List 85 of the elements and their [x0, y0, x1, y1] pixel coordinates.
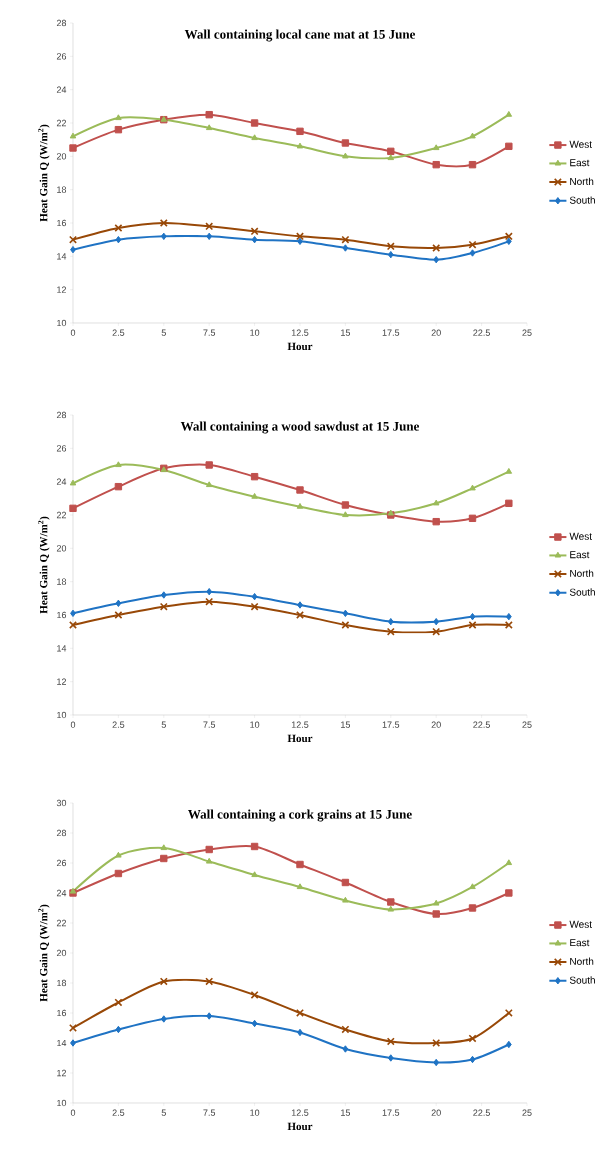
legend-label: North: [570, 177, 594, 185]
x-tick-label: 7.5: [203, 329, 216, 336]
y-tick-label: 22: [56, 511, 67, 519]
legend-label: South: [569, 196, 595, 204]
y-tick-label: 22: [56, 919, 67, 927]
x-tick-label: 22.5: [473, 721, 490, 728]
x-tick-label: 7.5: [203, 721, 216, 728]
legend-label: West: [569, 532, 592, 540]
y-tick-label: 18: [57, 578, 67, 585]
y-axis-title: Heat Gain Q (W/m$^{2}$): [38, 124, 50, 222]
legend-label: East: [570, 159, 590, 167]
y-tick-label: 18: [57, 186, 67, 193]
x-tick-label: 20: [431, 721, 441, 728]
y-tick-label: 24: [56, 889, 67, 897]
x-tick-label: 17.5: [382, 1109, 400, 1116]
y-tick-label: 24: [56, 86, 67, 93]
y-tick-label: 12: [57, 1069, 67, 1077]
y-axis-title: Heat Gain Q (W/m$^{2}$): [38, 516, 50, 614]
x-tick-label: 20: [431, 329, 441, 336]
x-tick-label: 5: [161, 1109, 166, 1116]
legend-label: West: [569, 140, 592, 148]
x-tick-label: 10: [250, 721, 260, 728]
y-tick-label: 26: [56, 859, 67, 867]
y-tick-label: 20: [56, 545, 67, 552]
legend-label: East: [570, 939, 590, 947]
y-tick-label: 22: [56, 119, 67, 127]
chart-title: Wall containing a wood sawdust at 15 June: [180, 421, 419, 434]
x-tick-label: 0: [70, 1109, 76, 1116]
y-tick-label: 18: [57, 979, 67, 987]
legend-label: South: [569, 976, 595, 984]
y-tick-label: 16: [57, 219, 67, 227]
y-axis-title: Heat Gain Q (W/m$^{2}$): [38, 904, 50, 1002]
y-tick-label: 24: [56, 478, 67, 485]
x-tick-label: 12.5: [291, 1109, 309, 1116]
legend-label: West: [569, 920, 592, 928]
x-tick-label: 10: [250, 1109, 260, 1116]
y-tick-label: 30: [56, 799, 67, 807]
x-tick-label: 25: [522, 1109, 532, 1116]
x-tick-label: 22.5: [473, 1109, 490, 1116]
x-tick-label: 15: [341, 329, 351, 336]
y-tick-label: 10: [57, 711, 67, 719]
x-tick-label: 2.5: [112, 329, 125, 336]
x-tick-label: 0: [70, 329, 76, 336]
y-tick-label: 28: [56, 829, 67, 837]
x-tick-label: 2.5: [112, 721, 125, 728]
y-tick-label: 14: [57, 253, 67, 260]
y-tick-label: 20: [56, 153, 67, 160]
x-tick-label: 25: [522, 329, 532, 336]
y-tick-label: 26: [56, 445, 67, 452]
x-axis-title: Hour: [287, 734, 313, 743]
y-tick-label: 26: [56, 53, 67, 60]
x-tick-label: 25: [522, 721, 532, 728]
y-tick-label: 14: [57, 645, 67, 652]
x-tick-label: 12.5: [291, 329, 309, 336]
y-tick-label: 12: [57, 678, 67, 685]
y-tick-label: 16: [57, 611, 67, 619]
x-tick-label: 17.5: [382, 329, 400, 336]
x-tick-label: 7.5: [203, 1109, 216, 1116]
x-tick-label: 2.5: [112, 1109, 125, 1116]
legend-label: North: [570, 957, 594, 965]
y-tick-label: 28: [56, 411, 67, 419]
x-tick-label: 0: [70, 721, 76, 728]
x-tick-label: 15: [341, 1109, 351, 1116]
y-tick-label: 28: [56, 19, 67, 27]
legend-label: North: [570, 569, 594, 577]
legend-label: East: [570, 551, 590, 559]
chart-title: Wall containing a cork grains at 15 June: [188, 809, 412, 822]
x-tick-label: 5: [161, 721, 166, 728]
x-tick-label: 20: [431, 1109, 441, 1116]
y-tick-label: 10: [57, 1099, 67, 1107]
y-tick-label: 10: [57, 319, 67, 327]
x-tick-label: 15: [341, 721, 351, 728]
x-tick-label: 22.5: [473, 329, 490, 336]
x-tick-label: 10: [250, 329, 260, 336]
y-tick-label: 20: [56, 949, 67, 957]
x-axis-title: Hour: [287, 1122, 313, 1131]
y-tick-label: 14: [57, 1039, 67, 1047]
legend-label: South: [569, 588, 595, 596]
chart-title: Wall containing local cane mat at 15 June: [184, 29, 416, 42]
x-tick-label: 17.5: [382, 721, 400, 728]
y-tick-label: 12: [57, 286, 67, 293]
x-axis-title: Hour: [287, 342, 313, 351]
y-tick-label: 16: [57, 1009, 67, 1017]
x-tick-label: 5: [161, 329, 166, 336]
x-tick-label: 12.5: [291, 721, 309, 728]
